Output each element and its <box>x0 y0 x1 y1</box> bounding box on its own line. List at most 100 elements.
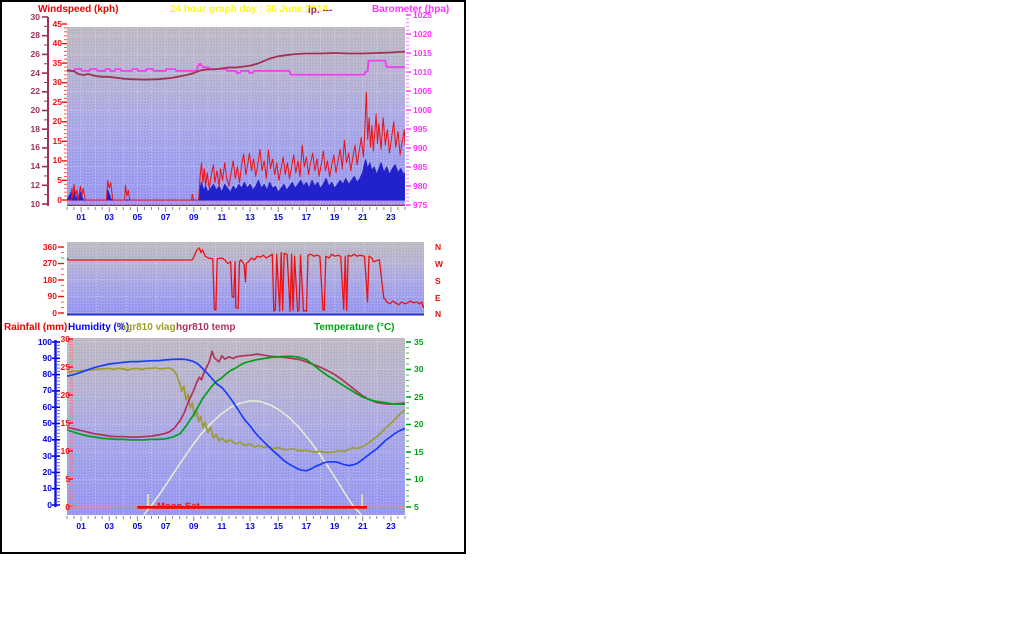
rainfall-tick: 25 <box>60 361 70 372</box>
windspeed-barometer-plot[interactable] <box>67 27 405 206</box>
top-hour-label: 11 <box>217 212 227 222</box>
top-hour-label: 07 <box>160 212 171 222</box>
rainfall-tick: 15 <box>60 417 70 428</box>
barometer-tick: 975 <box>413 199 428 210</box>
rainfall-tick: 20 <box>60 389 70 400</box>
wind-direction-plot[interactable] <box>67 242 424 315</box>
hgr810-temp-label: hgr810 temp <box>176 322 236 333</box>
humidity-tick: 70 <box>42 385 52 396</box>
top-hour-label: 13 <box>245 212 255 222</box>
humidity-tick: 80 <box>42 369 52 380</box>
direction-tick: 0 <box>52 307 57 318</box>
top-left-outer-tick: 28 <box>30 30 40 41</box>
bottom-hour-label: 09 <box>189 521 199 531</box>
barometer-tick: 1015 <box>413 47 432 58</box>
top-left-outer-tick: 14 <box>30 161 40 172</box>
temperature-tick: 10 <box>414 474 424 484</box>
barometer-tick: 1025 <box>413 9 432 20</box>
compass-letter: N <box>435 241 442 252</box>
temperature-tick: 20 <box>414 419 424 429</box>
hgr810-vlag-label: hgr810 vlag <box>120 322 176 333</box>
top-hour-label: 19 <box>329 212 340 222</box>
top-left-outer-tick: 10 <box>30 198 40 209</box>
humidity-tick: 100 <box>37 336 52 347</box>
top-left-outer-tick: 18 <box>30 123 40 134</box>
windspeed-tick: 40 <box>52 38 62 49</box>
top-hour-label: 15 <box>273 212 283 222</box>
windspeed-tick: 20 <box>52 116 62 127</box>
direction-tick: 270 <box>42 258 57 268</box>
humidity-tick: 30 <box>42 450 52 461</box>
temperature-axis-title: Temperature (°C) <box>314 322 395 333</box>
barometer-tick: 980 <box>413 180 428 191</box>
overlapped-sensor-label: ip. --- <box>308 5 333 16</box>
windspeed-tick: 5 <box>57 174 62 185</box>
top-hour-label: 23 <box>386 212 396 222</box>
barometer-tick: 985 <box>413 161 428 172</box>
bottom-hour-label: 23 <box>386 521 396 531</box>
weather-graph-panel[interactable]: Windspeed (kph) 24 hour graph day : 30 J… <box>0 0 466 554</box>
barometer-tick: 990 <box>413 142 428 153</box>
direction-tick: 90 <box>47 291 57 301</box>
barometer-axis-title: Barometer (hpa) <box>372 4 450 15</box>
bottom-hour-label: 21 <box>358 521 368 531</box>
compass-letter: S <box>435 275 441 286</box>
barometer-tick: 1000 <box>413 104 432 115</box>
windspeed-tick: 10 <box>52 155 62 166</box>
top-left-outer-tick: 12 <box>30 179 40 190</box>
bottom-hour-label: 03 <box>104 521 114 531</box>
temperature-tick: 25 <box>414 391 424 402</box>
compass-letter: W <box>435 258 444 269</box>
top-hour-label: 05 <box>132 212 143 222</box>
temperature-tick: 35 <box>414 336 424 347</box>
humidity-tick: 20 <box>42 466 52 477</box>
windspeed-tick: 15 <box>52 135 62 146</box>
bottom-hour-label: 17 <box>301 521 312 531</box>
top-hour-label: 21 <box>358 212 368 222</box>
humidity-tick: 60 <box>42 401 52 412</box>
windspeed-tick: 30 <box>52 77 62 88</box>
bottom-hour-label: 11 <box>217 521 227 531</box>
bottom-hour-label: 05 <box>132 521 143 531</box>
barometer-tick: 1020 <box>413 28 432 39</box>
humidity-axis-title: Humidity (%) <box>68 322 130 333</box>
bottom-hour-label: 15 <box>273 521 283 531</box>
graph-title: 24 hour graph day : 30 June 2018 <box>170 4 328 15</box>
bottom-hour-label: 01 <box>76 521 86 531</box>
barometer-tick: 1005 <box>413 85 432 96</box>
humidity-tick: 0 <box>47 499 52 510</box>
barometer-tick: 995 <box>413 123 428 134</box>
windspeed-axis-title: Windspeed (kph) <box>38 4 119 15</box>
humidity-tick: 50 <box>42 418 52 428</box>
windspeed-tick: 35 <box>52 57 62 68</box>
bottom-hour-label: 19 <box>329 521 340 531</box>
top-hour-label: 17 <box>301 212 312 222</box>
top-left-outer-tick: 16 <box>30 142 40 153</box>
rainfall-tick: 5 <box>65 473 70 484</box>
rainfall-axis-title: Rainfall (mm) <box>4 322 68 333</box>
rainfall-tick: 10 <box>60 445 70 456</box>
windspeed-tick: 25 <box>52 96 62 107</box>
compass-letter: N <box>435 308 442 319</box>
top-left-outer-tick: 26 <box>30 48 40 59</box>
top-hour-label: 03 <box>104 212 114 222</box>
rainfall-tick: 30 <box>60 333 70 344</box>
temperature-tick: 5 <box>414 501 419 512</box>
windspeed-tick: 0 <box>57 194 62 205</box>
top-left-outer-tick: 22 <box>30 86 40 97</box>
humidity-tick: 90 <box>42 352 52 363</box>
top-left-outer-tick: 30 <box>30 11 40 22</box>
rainfall-tick: 0 <box>65 501 70 512</box>
direction-tick: 180 <box>42 274 57 285</box>
humidity-tick: 10 <box>42 483 52 494</box>
top-hour-label: 01 <box>76 212 86 222</box>
temperature-tick: 15 <box>414 446 424 457</box>
direction-tick: 360 <box>42 241 57 252</box>
compass-letter: E <box>435 292 441 303</box>
bottom-hour-label: 13 <box>245 521 255 531</box>
top-hour-label: 09 <box>189 212 199 222</box>
temperature-humidity-plot[interactable] <box>67 338 405 515</box>
barometer-tick: 1010 <box>413 66 432 77</box>
top-left-outer-tick: 24 <box>30 67 40 78</box>
moon-set-annotation: Moon Set <box>157 501 200 512</box>
